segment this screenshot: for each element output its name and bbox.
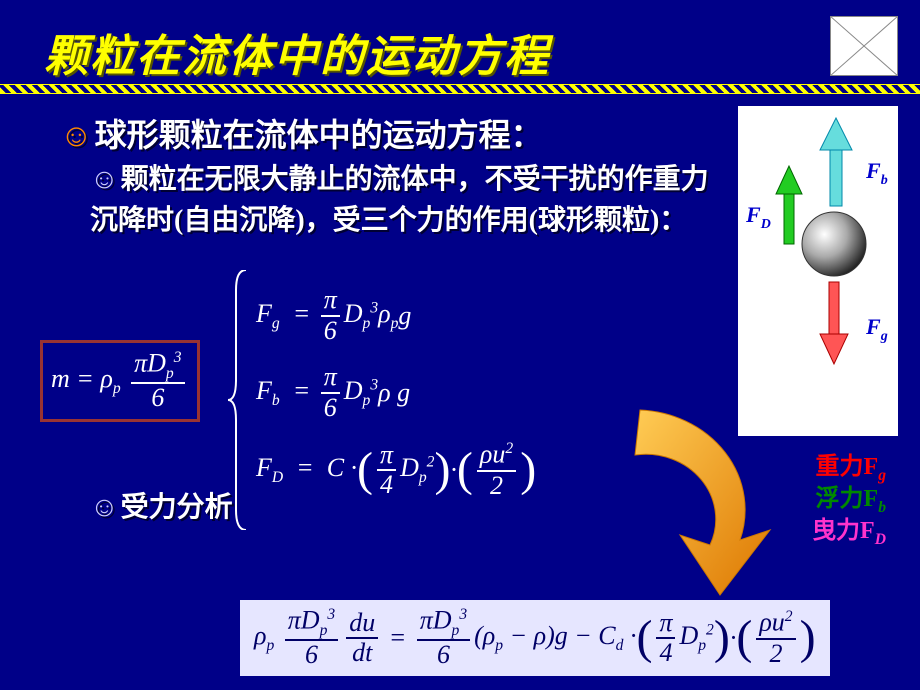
svg-text:FD: FD: [745, 202, 771, 232]
bottom-equation: ρp πDp36 dudt = πDp36 (ρp − ρ)g − Cd · (…: [240, 600, 830, 676]
force-diagram: Fb FD Fg: [738, 106, 898, 436]
svg-text:Fb: Fb: [865, 158, 888, 188]
heading-1: ☺球形颗粒在流体中的运动方程：: [60, 110, 543, 156]
svg-text:Fg: Fg: [865, 314, 888, 344]
placeholder-box: [830, 16, 898, 76]
equations: Fg = π6 Dp3 ρp g Fb = π6 Dp3 ρ g FD = C …: [256, 268, 536, 518]
eq-buoyancy: Fb = π6 Dp3 ρ g: [256, 363, 536, 422]
eq-gravity: Fg = π6 Dp3 ρp g: [256, 286, 536, 345]
separator: [0, 84, 920, 94]
sub-heading-2: ☺受力分析: [90, 488, 233, 529]
legend-drag: 曳力FD: [812, 510, 886, 549]
brace-icon: [228, 270, 248, 530]
mass-equation: m = ρp πDp3 6: [40, 340, 200, 422]
eq-drag: FD = C · ( π4 Dp2 ) · ( ρu22 ): [256, 440, 536, 500]
page-title: 颗粒在流体中的运动方程: [44, 32, 550, 81]
sub-heading-1: ☺颗粒在无限大静止的流体中，不受干扰的作重力沉降时(自由沉降)，受三个力的作用(…: [90, 160, 730, 241]
